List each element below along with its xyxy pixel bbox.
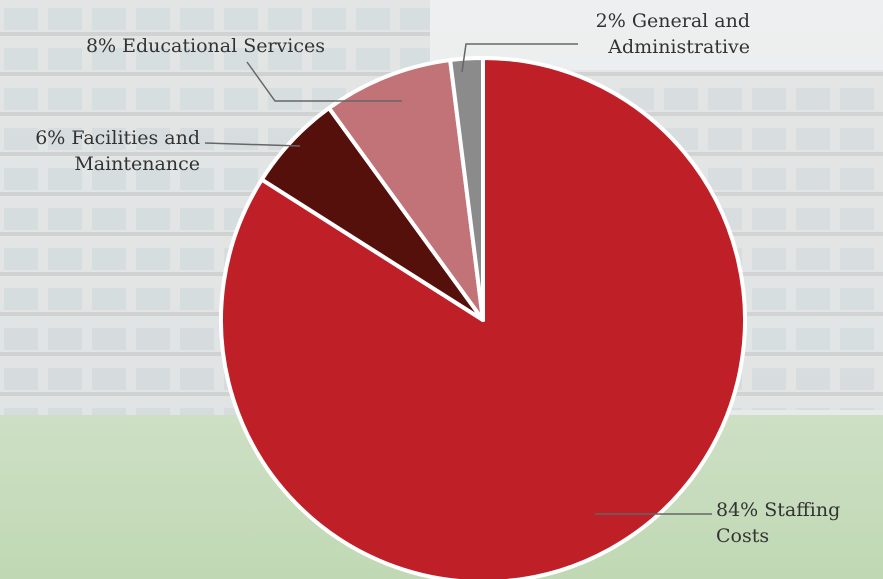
slice-label: 2% General and Administrative — [545, 8, 750, 60]
leader-line — [246, 61, 402, 102]
category-label: Staffing Costs — [716, 499, 841, 547]
value-label: 6% — [35, 127, 66, 149]
slice-label: 8% Educational Services — [40, 33, 325, 59]
leader-line — [204, 142, 301, 147]
value-label: 8% — [85, 35, 117, 57]
slice-label: 84% Staffing Costs — [716, 497, 876, 549]
value-label: 2% — [595, 10, 626, 32]
category-label: Educational Services — [122, 35, 325, 57]
category-label: General and Administrative — [608, 10, 750, 58]
pie-slice — [327, 58, 485, 322]
slice-label: 6% Facilities and Maintenance — [10, 125, 200, 177]
pie-slice — [219, 56, 747, 579]
category-label: Facilities and Maintenance — [71, 127, 200, 175]
pie-slice — [448, 56, 485, 322]
leader-line — [461, 43, 578, 73]
value-label: 84% — [716, 499, 759, 521]
